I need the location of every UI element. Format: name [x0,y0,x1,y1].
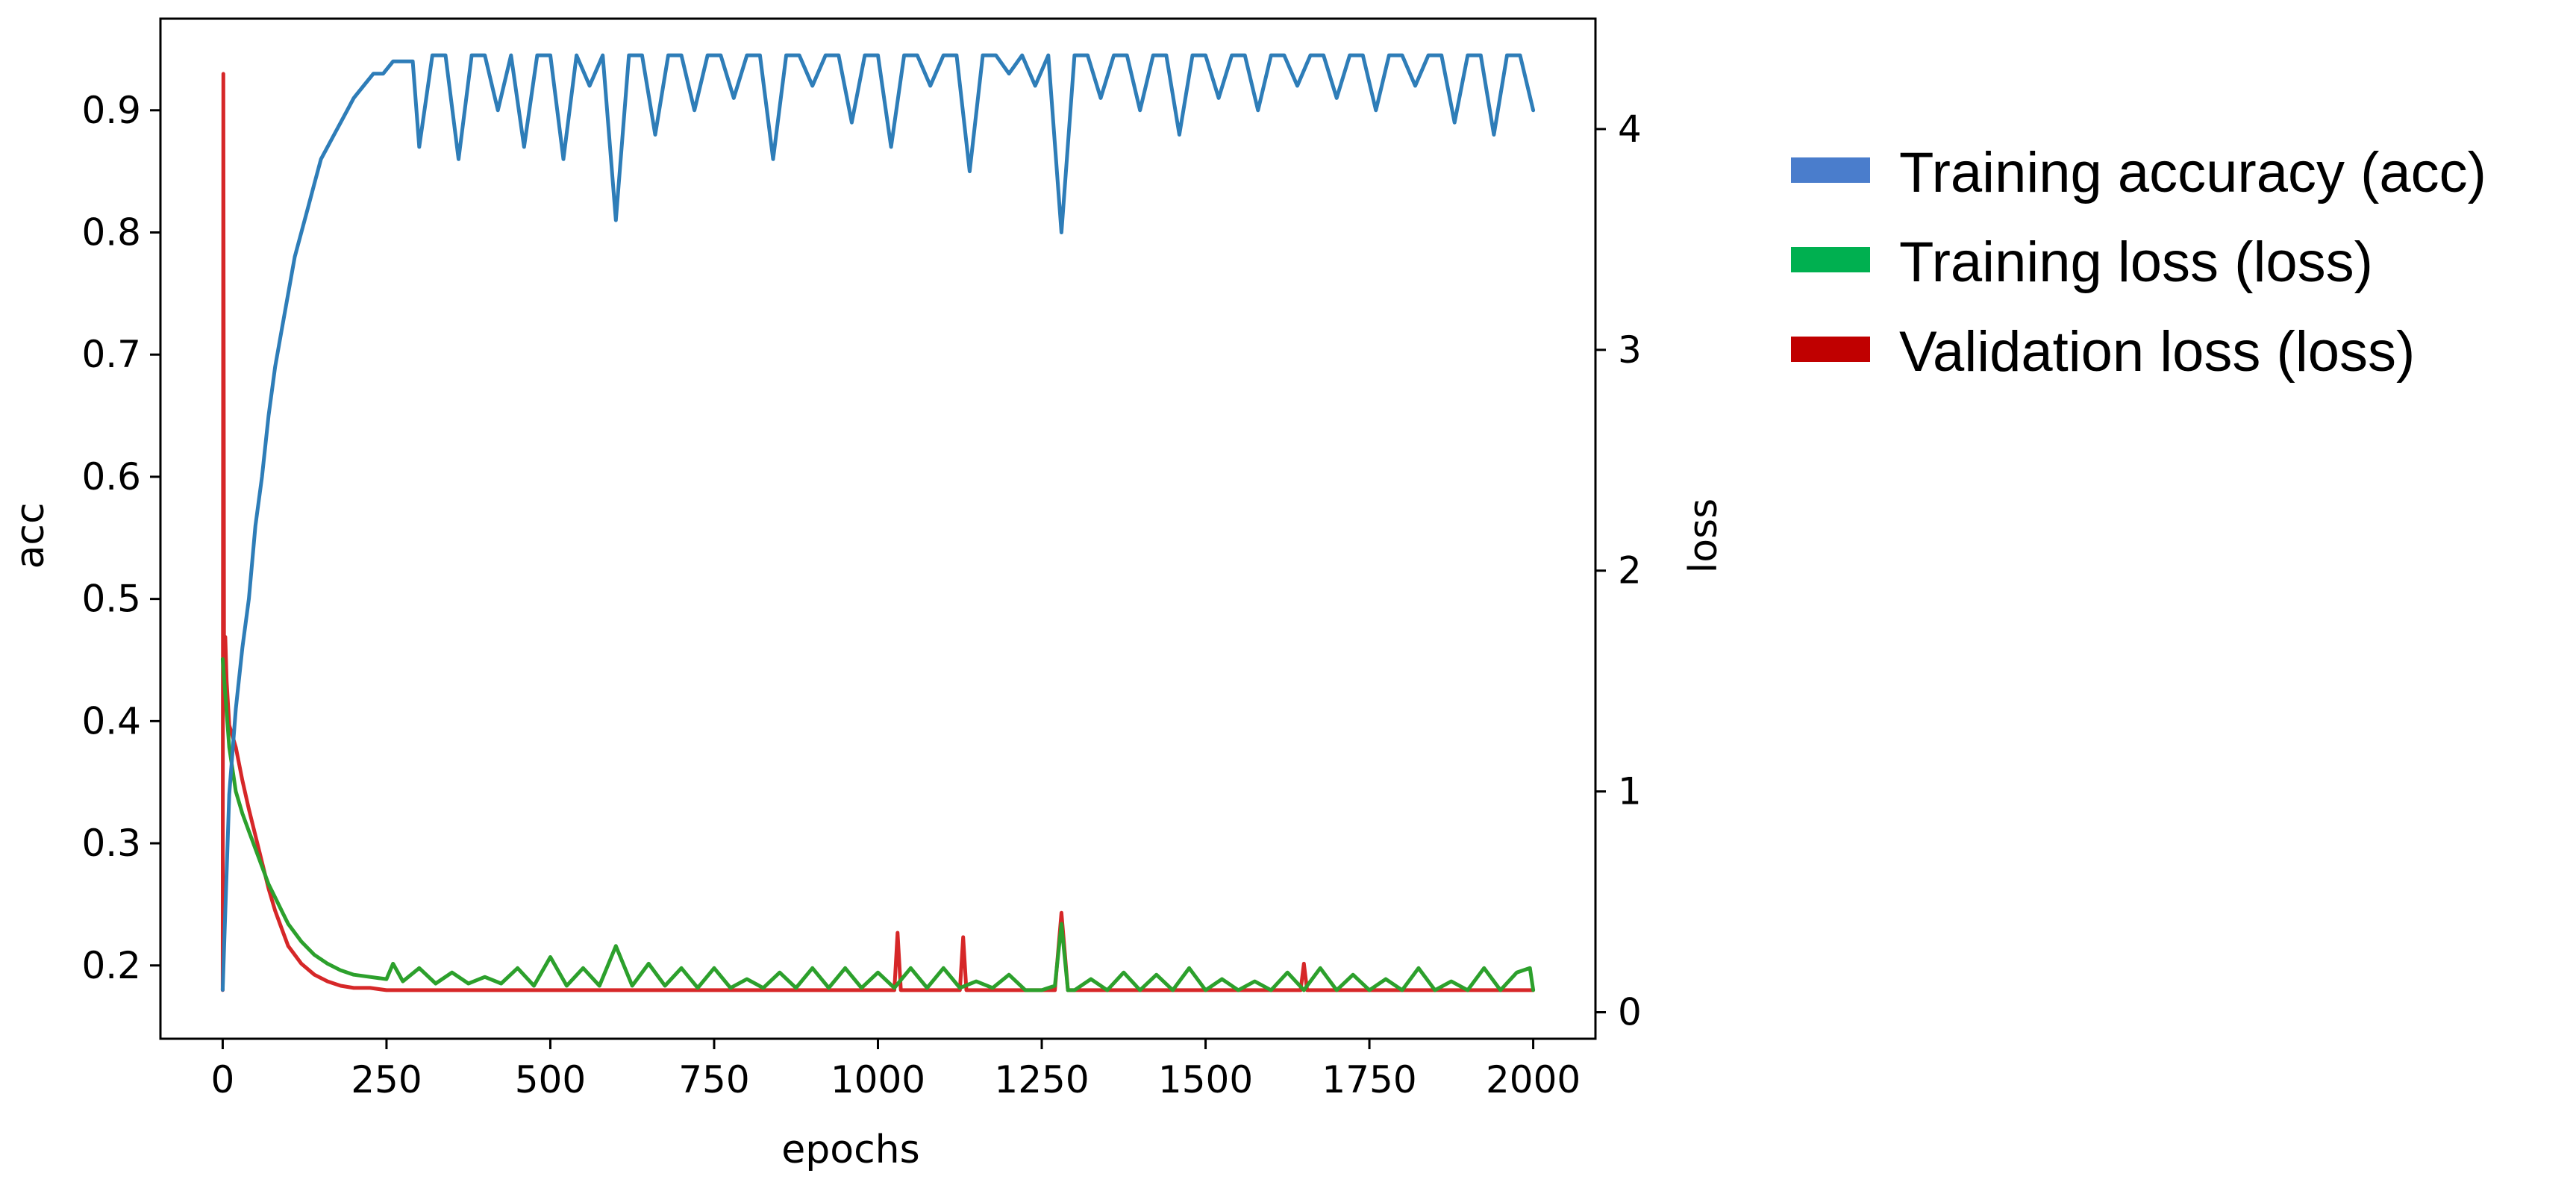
y-left-tick-label: 0.5 [81,578,141,621]
y-left-tick-label: 0.2 [81,944,141,987]
x-tick-label: 250 [351,1058,422,1101]
x-axis-label: epochs [781,1128,919,1172]
y-left-tick-label: 0.7 [81,333,141,376]
legend-swatch [1791,157,1870,183]
y-left-tick-label: 0.8 [81,210,141,254]
legend: Training accuracy (acc) Training loss (lo… [1791,141,2486,384]
x-tick-label: 1500 [1158,1058,1253,1101]
y-left-axis-ticks: 0.2 0.3 0.4 0.5 0.6 0.7 0.8 0.9 [81,89,160,987]
plot-border [159,17,1597,1040]
x-tick-label: 1250 [994,1058,1089,1101]
legend-swatch [1791,247,1870,272]
y-right-axis-label: loss [1681,498,1726,573]
series-layer [220,53,1536,992]
legend-swatch [1791,337,1870,362]
y-left-tick-label: 0.3 [81,822,141,865]
y-right-tick-label: 4 [1618,107,1642,151]
y-left-axis-label: acc [8,502,53,569]
y-right-axis-ticks: 0 1 2 3 4 [1595,107,1642,1034]
y-left-tick-label: 0.6 [81,455,141,498]
y-right-tick-label: 1 [1618,770,1642,813]
x-axis-ticks: 0 250 500 750 1000 1250 1500 1750 2000 [211,1039,1581,1101]
y-right-tick-label: 2 [1618,549,1642,592]
x-tick-label: 0 [211,1058,235,1101]
y-left-tick-label: 0.4 [81,699,141,742]
y-left-tick-label: 0.9 [81,89,141,132]
series-line-training-loss-loss [220,657,1536,992]
legend-label: Training loss (loss) [1899,231,2373,294]
series-line-validation-loss-loss [220,72,1536,992]
series-line-training-accuracy-acc [220,53,1536,992]
x-tick-label: 500 [515,1058,586,1101]
x-tick-label: 750 [678,1058,749,1101]
plot-frame [159,17,1597,1040]
x-tick-label: 1000 [831,1058,925,1101]
y-right-tick-label: 3 [1618,328,1642,372]
legend-label: Validation loss (loss) [1899,320,2415,384]
x-tick-label: 1750 [1322,1058,1416,1101]
legend-label: Training accuracy (acc) [1899,141,2486,204]
x-tick-label: 2000 [1486,1058,1581,1101]
y-right-tick-label: 0 [1618,990,1642,1034]
